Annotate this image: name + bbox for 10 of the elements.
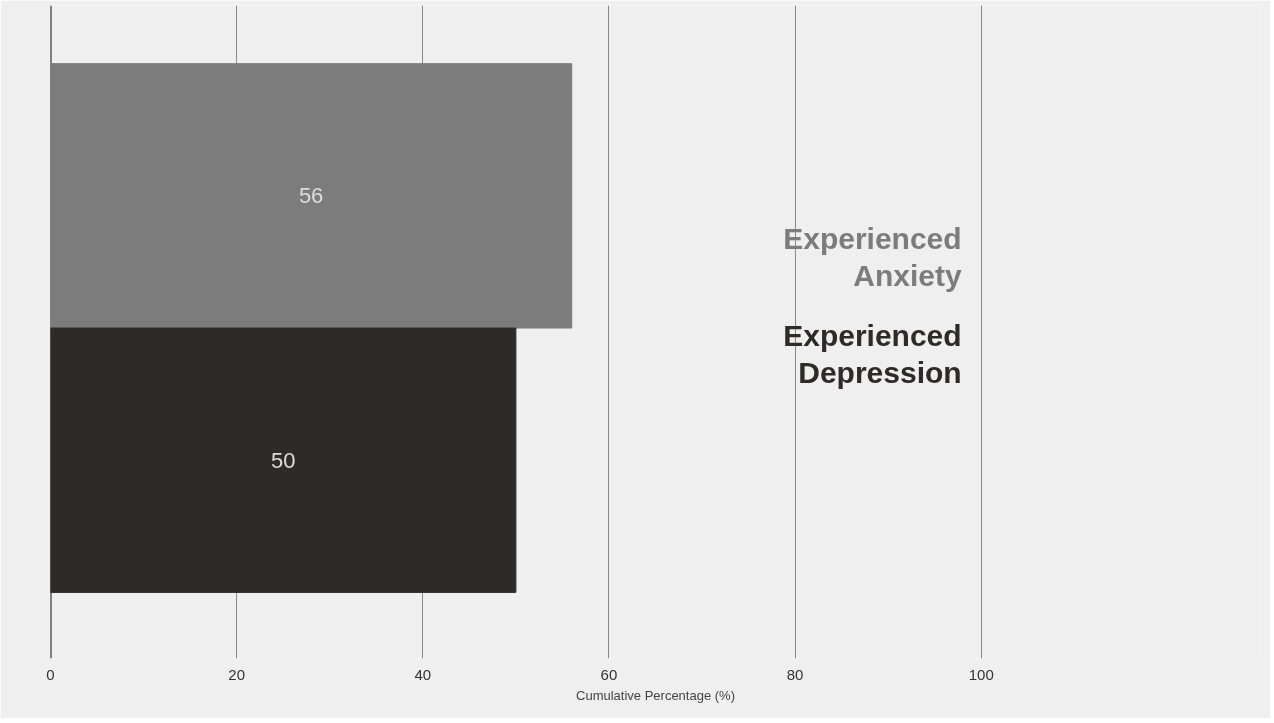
data-label: 56: [298, 183, 324, 209]
x-tick-label: 0: [46, 665, 55, 683]
x-tick-label: 60: [600, 665, 618, 683]
data-label: 50: [270, 447, 296, 473]
x-tick-label: 40: [414, 665, 432, 683]
x-tick-label: 80: [786, 665, 804, 683]
x-tick-label: 20: [228, 665, 245, 683]
x-tick-label: 100: [968, 665, 994, 683]
x-axis-title: Cumulative Percentage (%): [576, 687, 735, 703]
text: Experienced Depression: [783, 319, 962, 390]
